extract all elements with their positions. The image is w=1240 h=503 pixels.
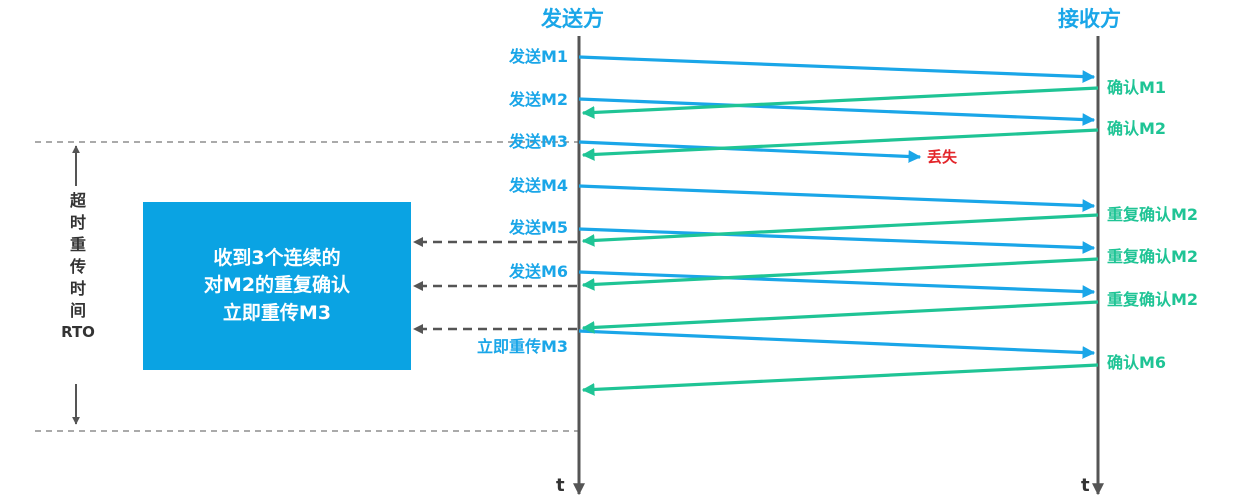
- ack-label-m2: 确认M2: [1107, 119, 1167, 138]
- ack-arrow-m2: [581, 128, 1099, 161]
- ack-label-m1: 确认M1: [1107, 78, 1167, 97]
- rto-char: 时: [69, 279, 86, 298]
- fast-retransmit-line3: 立即重传M3: [222, 301, 332, 324]
- dup-ack-label-2: 重复确认M2: [1107, 247, 1199, 266]
- rto-char: 超: [69, 191, 86, 210]
- sender-time-label: t: [556, 475, 565, 496]
- send-arrow-m6: [578, 270, 1096, 298]
- send-arrow-m1: [578, 55, 1096, 83]
- send-arrow-m5: [578, 227, 1096, 254]
- send-label-m3: 发送M3: [508, 132, 568, 151]
- sender-header: 发送方: [541, 7, 604, 31]
- send-label-retransmit-m3: 立即重传M3: [476, 337, 568, 356]
- rto-char: 时: [69, 213, 86, 232]
- lost-label: 丢失: [927, 148, 958, 166]
- fast-retransmit-line2: 对M2的重复确认: [203, 274, 351, 297]
- dup-ack-label-1: 重复确认M2: [1107, 205, 1199, 224]
- send-arrow-m3-lost: [578, 140, 922, 163]
- send-label-m2: 发送M2: [508, 90, 568, 109]
- ack-arrow-m1: [581, 86, 1099, 119]
- send-arrow-m2: [578, 97, 1096, 126]
- ack-label-m6: 确认M6: [1107, 353, 1167, 372]
- send-arrow-retransmit-m3: [578, 329, 1096, 359]
- dup-ack-arrow-2: [581, 257, 1099, 291]
- receiver-time-label: t: [1081, 475, 1090, 496]
- rto-label: 超 时 重 传 时 间 RTO: [58, 193, 98, 340]
- send-arrow-m4: [578, 184, 1096, 212]
- send-label-m1: 发送M1: [508, 47, 568, 66]
- rto-char: 传: [69, 257, 86, 276]
- fast-retransmit-line1: 收到3个连续的: [213, 246, 341, 269]
- rto-char: 间: [69, 301, 86, 320]
- ack-arrow-m6: [581, 363, 1099, 396]
- rto-char: 重: [69, 235, 86, 254]
- send-label-m5: 发送M5: [508, 218, 568, 237]
- dup-ack-label-3: 重复确认M2: [1107, 290, 1199, 309]
- receiver-header: 接收方: [1058, 7, 1121, 31]
- rto-char: RTO: [61, 323, 95, 341]
- send-label-m6: 发送M6: [508, 262, 568, 281]
- fast-retransmit-box: 收到3个连续的 对M2的重复确认 立即重传M3: [143, 202, 411, 370]
- dup-ack-arrow-1: [581, 213, 1099, 247]
- send-label-m4: 发送M4: [508, 176, 568, 195]
- dup-ack-arrow-3: [581, 300, 1099, 334]
